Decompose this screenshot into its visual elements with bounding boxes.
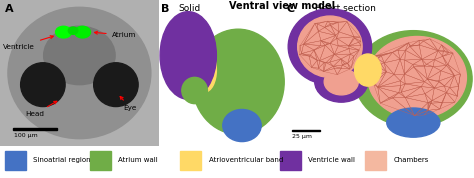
Text: Atrium wall: Atrium wall [118,157,158,163]
Bar [292,130,320,131]
Text: Chambers: Chambers [393,157,429,163]
Text: Heart section: Heart section [315,4,375,13]
Text: Sinoatrial region: Sinoatrial region [33,157,91,163]
Ellipse shape [21,63,65,107]
Text: Head: Head [26,101,57,117]
Ellipse shape [315,61,368,102]
Ellipse shape [355,31,472,127]
Text: 25 μm: 25 μm [292,134,312,139]
Text: Ventricle: Ventricle [3,36,53,50]
Text: 100 μm: 100 μm [14,133,38,138]
Text: A: A [5,4,13,14]
Text: Solid: Solid [178,4,200,13]
Bar [5,151,26,170]
Bar [280,151,301,170]
Ellipse shape [355,54,381,86]
Ellipse shape [193,48,216,92]
Ellipse shape [298,16,362,77]
Ellipse shape [324,69,358,95]
Text: Ventricle wall: Ventricle wall [308,157,355,163]
Text: C: C [286,4,294,14]
Bar [13,128,57,130]
Ellipse shape [55,26,72,38]
Ellipse shape [44,26,115,85]
Text: Ventral view model: Ventral view model [229,1,335,11]
Ellipse shape [368,36,466,118]
Ellipse shape [68,27,78,34]
Ellipse shape [94,63,138,107]
Text: Atrioventricular band: Atrioventricular band [209,157,283,163]
Ellipse shape [160,12,216,99]
Bar [90,151,111,170]
Ellipse shape [192,29,284,134]
Bar [365,151,386,170]
Ellipse shape [182,77,208,104]
Bar [180,151,201,170]
Ellipse shape [288,9,372,85]
Ellipse shape [74,26,91,38]
Text: Eye: Eye [120,96,137,111]
Text: B: B [161,4,170,14]
Text: Atrium: Atrium [94,31,136,38]
Ellipse shape [387,108,440,137]
Ellipse shape [8,7,151,139]
Ellipse shape [223,109,261,142]
